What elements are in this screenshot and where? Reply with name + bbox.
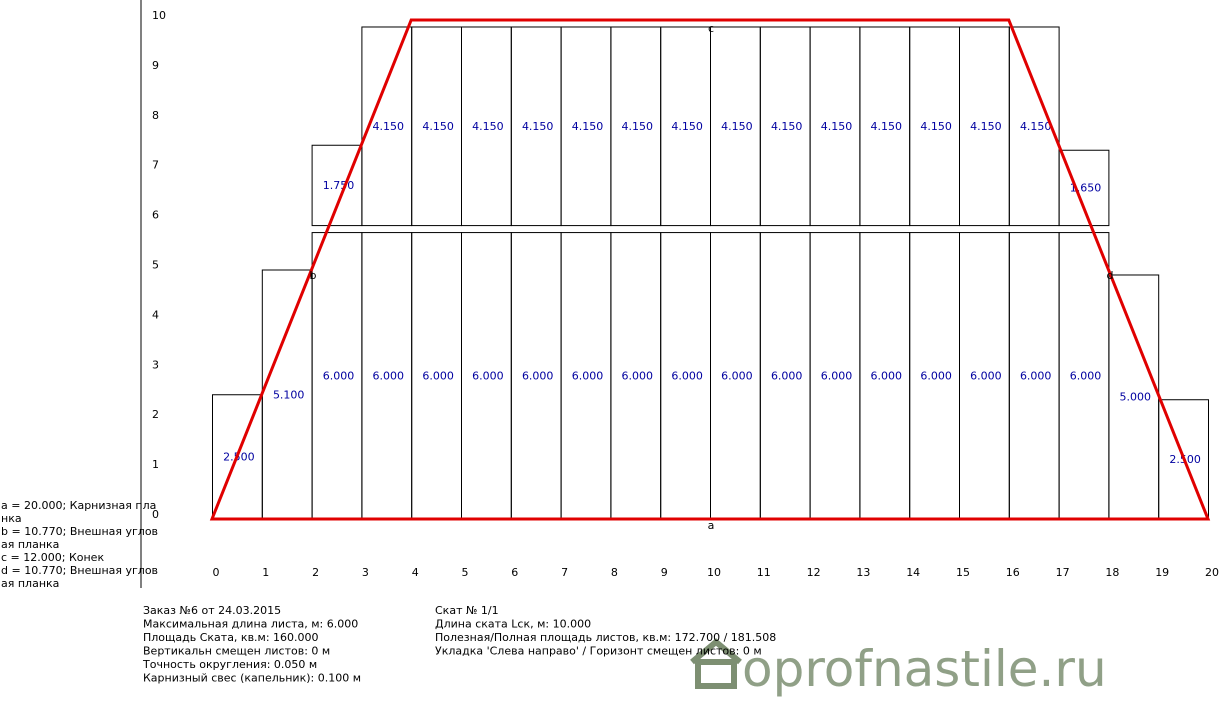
sheet-length: 4.150 <box>572 120 604 133</box>
sheet-length: 6.000 <box>572 370 604 383</box>
y-tick-label: 4 <box>152 308 159 321</box>
sheet-length: 4.150 <box>373 120 405 133</box>
sheet-length: 4.150 <box>771 120 803 133</box>
sheet <box>1058 149 1110 227</box>
vertex-label: a <box>708 519 715 532</box>
sheet-length: 6.000 <box>323 370 355 383</box>
x-tick-label: 3 <box>362 566 369 579</box>
info-line: Полезная/Полная площадь листов, кв.м: 17… <box>435 631 776 644</box>
vertex-label: b <box>310 269 317 282</box>
y-tick-label: 8 <box>152 109 159 122</box>
sheet-length: 4.150 <box>871 120 903 133</box>
sheet-length: 4.150 <box>671 120 703 133</box>
legend-line: b = 10.770; Внешная углов <box>1 525 158 538</box>
y-tick-label: 7 <box>152 159 159 172</box>
y-tick-label: 5 <box>152 259 159 272</box>
info-line: Площадь Ската, кв.м: 160.000 <box>143 631 319 644</box>
watermark-icon <box>690 638 742 689</box>
sheet-length: 6.000 <box>771 370 803 383</box>
sheet-length: 6.000 <box>622 370 654 383</box>
sheet-length: 4.150 <box>522 120 554 133</box>
sheet-length: 4.150 <box>1020 120 1052 133</box>
x-tick-label: 12 <box>807 566 821 579</box>
info-line: Заказ №6 от 24.03.2015 <box>143 604 281 617</box>
sheet-length: 6.000 <box>721 370 753 383</box>
x-tick-label: 0 <box>213 566 220 579</box>
sheet-length: 6.000 <box>1070 370 1102 383</box>
sheet-length: 6.000 <box>472 370 504 383</box>
sheet-length: 4.150 <box>721 120 753 133</box>
roof-outline <box>209 18 1211 521</box>
legend-line: нка <box>1 512 22 525</box>
info-line: Вертикальн смещен листов: 0 м <box>143 645 330 658</box>
y-tick-label: 3 <box>152 358 159 371</box>
sheet-length: 2.500 <box>223 451 255 464</box>
sheet-length: 6.000 <box>1020 370 1052 383</box>
x-tick-label: 15 <box>956 566 970 579</box>
sheet-length: 6.000 <box>422 370 454 383</box>
x-tick-label: 18 <box>1105 566 1119 579</box>
sheet-length: 5.000 <box>1120 391 1152 404</box>
legend-line: d = 10.770; Внешная углов <box>1 564 158 577</box>
y-tick-label: 6 <box>152 209 159 222</box>
y-tick-label: 1 <box>152 458 159 471</box>
x-tick-label: 8 <box>611 566 618 579</box>
info-line: Скат № 1/1 <box>435 604 499 617</box>
sheet-length: 5.100 <box>273 388 305 401</box>
x-tick-label: 9 <box>661 566 668 579</box>
sheet-length: 4.150 <box>622 120 654 133</box>
x-tick-label: 20 <box>1205 566 1219 579</box>
sheet-length: 6.000 <box>871 370 903 383</box>
x-tick-label: 13 <box>856 566 870 579</box>
legend-line: ая планка <box>1 538 59 551</box>
x-tick-label: 6 <box>511 566 518 579</box>
sheet-length: 4.150 <box>920 120 952 133</box>
x-tick-label: 17 <box>1056 566 1070 579</box>
y-tick-label: 10 <box>152 9 166 22</box>
sheet-length: 6.000 <box>671 370 703 383</box>
y-tick-label: 2 <box>152 408 159 421</box>
x-tick-label: 14 <box>906 566 920 579</box>
sheet-length: 4.150 <box>970 120 1002 133</box>
x-tick-label: 1 <box>262 566 269 579</box>
sheet-length: 6.000 <box>920 370 952 383</box>
legend-line: c = 12.000; Конек <box>1 551 104 564</box>
sheet <box>1008 26 1060 227</box>
info-line: Максимальная длина листа, м: 6.000 <box>143 618 358 631</box>
info-line: Точность округления: 0.050 м <box>142 658 317 671</box>
sheet-length: 6.000 <box>970 370 1002 383</box>
x-tick-label: 7 <box>561 566 568 579</box>
x-tick-label: 11 <box>757 566 771 579</box>
x-tick-label: 16 <box>1006 566 1020 579</box>
sheet-length: 6.000 <box>522 370 554 383</box>
info-line: Укладка 'Слева направо' / Горизонт смеще… <box>435 645 762 658</box>
sheet-length: 4.150 <box>472 120 504 133</box>
info-line: Карнизный свес (капельник): 0.100 м <box>143 672 361 685</box>
sheet-length: 6.000 <box>821 370 853 383</box>
y-tick-label: 0 <box>152 508 159 521</box>
y-tick-label: 9 <box>152 59 159 72</box>
sheet-length: 6.000 <box>373 370 405 383</box>
x-tick-label: 10 <box>707 566 721 579</box>
x-tick-label: 2 <box>312 566 319 579</box>
vertex-label: c <box>708 22 714 35</box>
legend-line: ая планка <box>1 577 59 590</box>
vertex-label: d <box>1107 269 1114 282</box>
sheet-length: 1.750 <box>323 179 355 192</box>
x-tick-label: 4 <box>412 566 419 579</box>
x-tick-label: 5 <box>462 566 469 579</box>
info-line: Длина ската Lск, м: 10.000 <box>435 618 591 631</box>
sheet-length: 4.150 <box>821 120 853 133</box>
watermark: oprofnastile.ru <box>742 640 1107 698</box>
sheet-length: 4.150 <box>422 120 454 133</box>
x-tick-label: 19 <box>1155 566 1169 579</box>
legend-line: a = 20.000; Карнизная пла <box>1 499 156 512</box>
